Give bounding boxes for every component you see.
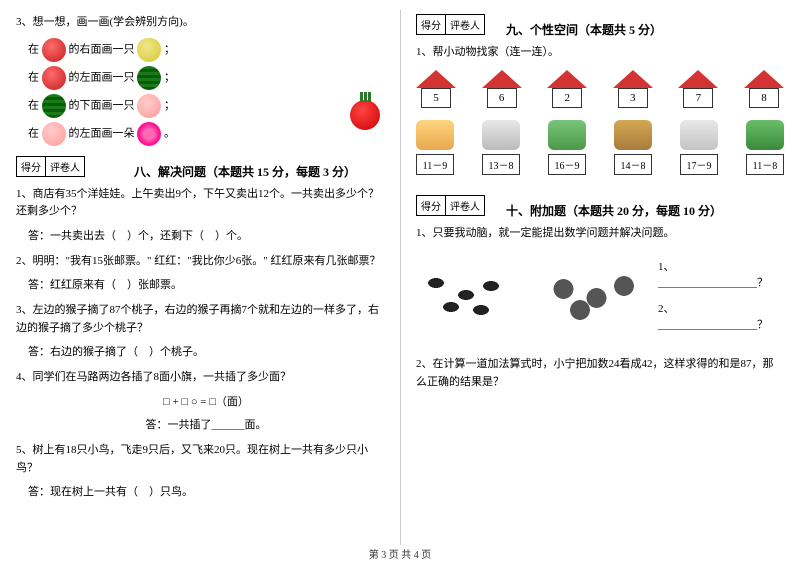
animal-icon: [548, 120, 586, 150]
expr-row: 11－9 13－8 16－9 14－8 17－9 11－8: [416, 154, 784, 175]
s8-a5: 答：现在树上一共有（ ）只鸟。: [28, 483, 384, 503]
flowers-icon: [536, 265, 646, 325]
peach-icon: [137, 94, 161, 118]
expr: 11－9: [416, 154, 454, 175]
apple-icon: [42, 66, 66, 90]
pear-icon: [137, 38, 161, 62]
animals-row: [416, 120, 784, 150]
house: 7: [678, 70, 718, 108]
right-column: 得分 评卷人 九、个性空间（本题共 5 分） 1、帮小动物找家（连一连）。 5 …: [400, 0, 800, 545]
q3-line-3: 在 的下面画一只 ；: [28, 94, 384, 118]
animal-icon: [416, 120, 454, 150]
s10-answers: 1、__________________？ 2、________________…: [646, 248, 784, 342]
s10-q1: 1、只要我动脑，就一定能提出数学问题并解决问题。: [416, 225, 784, 243]
expr: 13－8: [482, 154, 520, 175]
expr: 11－8: [746, 154, 784, 175]
q3-line-1: 在 的右面画一只 ；: [28, 38, 384, 62]
animal-icon: [746, 120, 784, 150]
expr: 14－8: [614, 154, 652, 175]
s10-ans2: 2、__________________？: [658, 300, 784, 332]
radish-icon: [350, 100, 380, 130]
insect-graphics: [416, 265, 646, 325]
s8-a2: 答：红红原来有（ ）张邮票。: [28, 276, 384, 296]
score-box: 得分 评卷人: [16, 156, 85, 177]
house: 6: [482, 70, 522, 108]
peach-icon: [42, 122, 66, 146]
s10-ans1: 1、__________________？: [658, 258, 784, 290]
section-8-title: 八、解决问题（本题共 15 分，每题 3 分）: [106, 163, 384, 180]
section-10-title: 十、附加题（本题共 20 分，每题 10 分）: [506, 202, 784, 219]
s8-eq4: □ + □ ○ = □（面）: [28, 393, 384, 413]
s10-q2: 2、在计算一道加法算式时，小宁把加数24看成42，这样求得的和是87，那么正确的…: [416, 356, 784, 391]
q3-lines: 在 的右面画一只 ； 在 的左面画一只 ； 在 的下面画一只 ；: [16, 38, 384, 146]
flower-icon: [137, 122, 161, 146]
expr: 16－9: [548, 154, 586, 175]
s8-a1: 答：一共卖出去（ ）个，还剩下（ ）个。: [28, 227, 384, 247]
s8-q1: 1、商店有35个洋娃娃。上午卖出9个，下午又卖出12个。一共卖出多少个？还剩多少…: [16, 186, 384, 221]
q3-line-2: 在 的左面画一只 ；: [28, 66, 384, 90]
animal-icon: [482, 120, 520, 150]
score-box: 得分 评卷人: [416, 14, 485, 35]
s8-a4: 答：一共插了______面。: [28, 416, 384, 436]
s9-q1: 1、帮小动物找家（连一连）。: [416, 44, 784, 62]
left-column: 3、想一想，画一画(学会辨别方向)。 在 的右面画一只 ； 在 的左面画一只 ；…: [0, 0, 400, 545]
apple-icon: [42, 38, 66, 62]
s10-graphic-row: 1、__________________？ 2、________________…: [416, 248, 784, 342]
q3-line-4: 在 的左面画一朵 。: [28, 122, 384, 146]
s8-q2: 2、明明："我有15张邮票。" 红红："我比你少6张。" 红红原来有几张邮票？: [16, 253, 384, 271]
s8-q4: 4、同学们在马路两边各插了8面小旗，一共插了多少面？: [16, 369, 384, 387]
house: 5: [416, 70, 456, 108]
q3-title: 3、想一想，画一画(学会辨别方向)。: [16, 14, 384, 32]
house: 3: [613, 70, 653, 108]
s8-q5: 5、树上有18只小鸟，飞走9只后，又飞来20只。现在树上一共有多少只小鸟？: [16, 442, 384, 477]
house: 8: [744, 70, 784, 108]
bugs-icon: [416, 265, 516, 325]
melon-icon: [42, 94, 66, 118]
animal-icon: [614, 120, 652, 150]
page-footer: 第 3 页 共 4 页: [0, 546, 800, 561]
score-box: 得分 评卷人: [416, 195, 485, 216]
house: 2: [547, 70, 587, 108]
s8-q3: 3、左边的猴子摘了87个桃子，右边的猴子再摘7个就和左边的一样多了，右边的猴子摘…: [16, 302, 384, 337]
expr: 17－9: [680, 154, 718, 175]
houses-row: 5 6 2 3 7 8: [416, 70, 784, 108]
s8-a3: 答：右边的猴子摘了（ ）个桃子。: [28, 343, 384, 363]
animal-icon: [680, 120, 718, 150]
melon-icon: [137, 66, 161, 90]
section-9-title: 九、个性空间（本题共 5 分）: [506, 21, 784, 38]
column-divider: [400, 10, 401, 545]
